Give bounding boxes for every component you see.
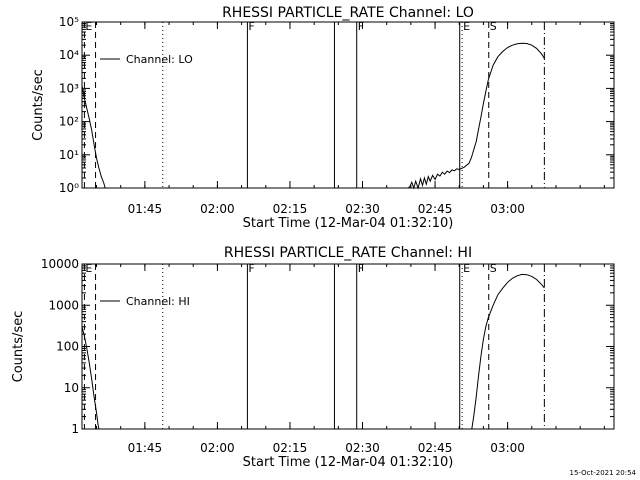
y-tick-label: 10¹ <box>59 148 79 162</box>
y-tick-label: 10000 <box>41 257 79 271</box>
y-tick-label: 10³ <box>59 81 79 95</box>
series-line-0 <box>81 326 100 430</box>
x-tick-label: 02:15 <box>273 202 308 216</box>
series-line-0 <box>81 85 106 189</box>
x-tick-label: 02:30 <box>345 202 380 216</box>
y-tick-label: 1000 <box>48 298 79 312</box>
x-tick-label: 01:45 <box>128 441 163 455</box>
chart-title: RHESSI PARTICLE_RATE Channel: LO <box>222 5 474 21</box>
chart-title: RHESSI PARTICLE_RATE Channel: HI <box>224 245 472 261</box>
y-tick-label: 100 <box>56 340 79 354</box>
event-label: S <box>490 20 497 33</box>
y-tick-label: 10⁴ <box>59 48 79 62</box>
x-tick-label: 02:30 <box>345 441 380 455</box>
x-tick-label: 02:00 <box>200 441 235 455</box>
event-label: E <box>463 262 470 275</box>
event-label: F <box>358 20 364 33</box>
x-tick-label: 02:15 <box>273 441 308 455</box>
event-label: F <box>358 262 364 275</box>
y-tick-label: 1 <box>71 422 79 436</box>
y-axis-label: Counts/sec <box>31 69 46 141</box>
x-tick-label: 01:45 <box>128 202 163 216</box>
event-label: E <box>463 20 470 33</box>
x-tick-label: 02:00 <box>200 202 235 216</box>
legend-label: Channel: LO <box>126 53 193 66</box>
panel-hi: RHESSI PARTICLE_RATE Channel: HI 01:45 02:… <box>11 245 615 470</box>
event-label: S <box>490 262 497 275</box>
y-tick-label: 10⁰ <box>59 181 79 195</box>
x-tick-label: 03:00 <box>490 441 525 455</box>
series-line-0 <box>407 42 545 190</box>
legend-label: Channel: HI <box>126 295 190 308</box>
panel-lo: RHESSI PARTICLE_RATE Channel: LO 01:45 02:… <box>31 5 615 231</box>
y-tick-label: 10² <box>59 115 79 129</box>
x-axis-label: Start Time (12-Mar-04 01:32:10) <box>243 216 454 231</box>
footer-timestamp: 15-Oct-2021 20:54 <box>570 469 637 477</box>
plot-frame <box>81 21 615 189</box>
y-axis-label: Counts/sec <box>11 311 26 383</box>
y-tick-label: 10 <box>64 381 79 395</box>
event-label: E <box>85 20 92 33</box>
event-label: F <box>248 262 254 275</box>
event-label: E <box>85 262 92 275</box>
plot-frame <box>81 263 615 430</box>
x-axis-label: Start Time (12-Mar-04 01:32:10) <box>243 455 454 470</box>
y-tick-label: 10⁵ <box>59 15 79 29</box>
series-line-0 <box>471 273 545 430</box>
x-tick-label: 03:00 <box>490 202 525 216</box>
x-tick-label: 02:45 <box>418 202 453 216</box>
x-tick-label: 02:45 <box>418 441 453 455</box>
event-label: F <box>248 20 254 33</box>
